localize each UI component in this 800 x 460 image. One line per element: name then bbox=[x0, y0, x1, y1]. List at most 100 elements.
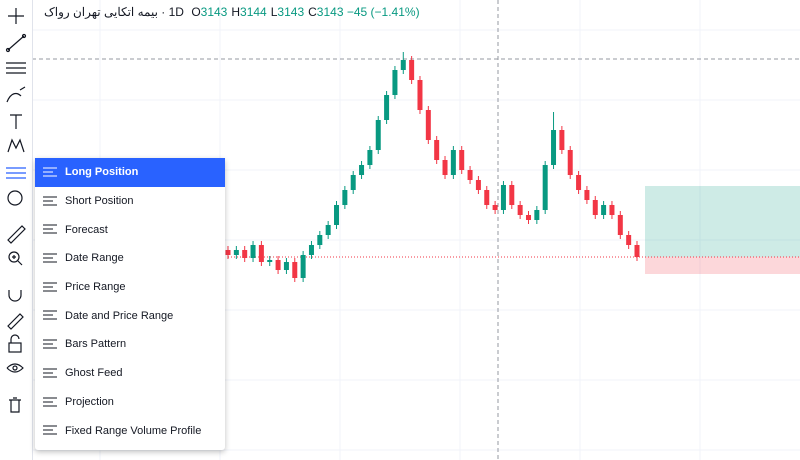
candle-body bbox=[308, 245, 314, 255]
menu-item[interactable]: Bars Pattern bbox=[35, 330, 225, 359]
icon-shape bbox=[43, 253, 57, 263]
change: −45 (−1.41%) bbox=[346, 5, 420, 19]
ohlc-label: L bbox=[270, 5, 278, 19]
candle-body bbox=[576, 175, 582, 190]
zoom-tool[interactable] bbox=[8, 251, 23, 266]
candle-body bbox=[350, 175, 356, 190]
candle-body bbox=[459, 150, 465, 170]
candle-body bbox=[484, 190, 490, 205]
candle-body bbox=[334, 205, 340, 225]
ohlc-value: 3143 bbox=[316, 5, 344, 19]
crosshair-tool[interactable] bbox=[8, 8, 24, 24]
ohlc-value: 3143 bbox=[200, 5, 228, 19]
magnet-tool[interactable] bbox=[8, 290, 22, 302]
tool-menu: Long Position Short Position Forecast Date … bbox=[35, 158, 225, 450]
candle-body bbox=[492, 205, 498, 210]
emoji-tool[interactable] bbox=[7, 190, 23, 206]
candle-body bbox=[392, 70, 398, 95]
candle-body bbox=[317, 235, 323, 245]
candle-body bbox=[551, 130, 557, 165]
fib-tool[interactable] bbox=[6, 62, 26, 74]
icon-shape bbox=[43, 282, 57, 292]
icon-shape bbox=[43, 196, 57, 206]
candle-body bbox=[609, 205, 615, 215]
candle-body bbox=[450, 150, 456, 175]
ohlc-label: H bbox=[231, 5, 241, 19]
icon-shape bbox=[43, 368, 57, 378]
candle-body bbox=[292, 262, 298, 278]
profit-zone[interactable] bbox=[645, 186, 800, 257]
interval[interactable]: 1D bbox=[168, 5, 184, 19]
icon-shape bbox=[43, 167, 57, 177]
candle-body bbox=[367, 150, 373, 165]
ruler-tool[interactable] bbox=[7, 225, 26, 244]
candle-body bbox=[626, 235, 632, 245]
icon-shape bbox=[43, 397, 57, 406]
loss-zone[interactable] bbox=[645, 257, 800, 274]
menu-item[interactable]: Date Range bbox=[35, 244, 225, 273]
icon-shape bbox=[43, 425, 57, 435]
candle-body bbox=[592, 200, 598, 215]
candle-body bbox=[267, 260, 273, 262]
candle-body bbox=[425, 110, 431, 140]
candle-body bbox=[509, 185, 515, 205]
menu-item[interactable]: Projection bbox=[35, 388, 225, 417]
ohlc: O3143 H3144 L3143 C3143 bbox=[187, 5, 343, 19]
trash-tool[interactable] bbox=[9, 397, 21, 413]
menu-icon bbox=[43, 425, 57, 435]
menu-icon bbox=[43, 196, 57, 206]
candle-body bbox=[634, 245, 640, 257]
toolbar-icons bbox=[5, 8, 27, 413]
menu-icon bbox=[43, 368, 57, 378]
trend-line-tool[interactable] bbox=[5, 33, 27, 53]
candle-body bbox=[534, 210, 540, 220]
symbol[interactable]: بیمه اتکایی تهران رواک bbox=[44, 5, 158, 19]
menu-item[interactable]: Long Position bbox=[35, 158, 225, 187]
candle-body bbox=[417, 80, 423, 110]
candle-body bbox=[283, 262, 289, 270]
legend: بیمه اتکایی تهران رواک · 1D O3143 H3144 L3… bbox=[44, 5, 420, 19]
menu-item[interactable]: Ghost Feed bbox=[35, 359, 225, 388]
candles bbox=[225, 52, 640, 282]
candle-body bbox=[409, 60, 415, 80]
candle-body bbox=[250, 245, 256, 258]
menu-item[interactable]: Price Range bbox=[35, 273, 225, 302]
candle-body bbox=[375, 120, 381, 150]
pattern-tool[interactable] bbox=[7, 138, 25, 153]
candle-body bbox=[275, 260, 281, 270]
candle-body bbox=[517, 205, 523, 215]
candle-body bbox=[601, 205, 607, 215]
menu-item[interactable]: Forecast bbox=[35, 215, 225, 244]
candle-body bbox=[442, 160, 448, 175]
menu-icon bbox=[43, 167, 57, 177]
menu-item[interactable]: Short Position bbox=[35, 187, 225, 216]
ohlc-value: 3144 bbox=[240, 5, 267, 19]
text-tool[interactable] bbox=[10, 114, 22, 129]
candle-body bbox=[242, 250, 248, 258]
candle-body bbox=[400, 60, 406, 70]
candle-body bbox=[567, 150, 573, 175]
lock-drawing-tool[interactable] bbox=[7, 313, 24, 330]
candle-body bbox=[233, 250, 239, 255]
candle-body bbox=[500, 185, 506, 210]
measure-tool[interactable] bbox=[6, 167, 26, 179]
ohlc-value: 3143 bbox=[277, 5, 305, 19]
candle-body bbox=[225, 250, 231, 255]
candle-body bbox=[525, 215, 531, 220]
lock-tool[interactable] bbox=[8, 334, 22, 353]
menu-item[interactable]: Fixed Range Volume Profile bbox=[35, 416, 225, 445]
candle-body bbox=[559, 130, 565, 150]
candle-body bbox=[467, 170, 473, 180]
ohlc-label: C bbox=[308, 5, 317, 19]
menu-icon bbox=[43, 253, 57, 263]
menu-item[interactable]: Date and Price Range bbox=[35, 301, 225, 330]
candle-body bbox=[584, 190, 590, 200]
candle-body bbox=[384, 95, 390, 120]
brush-tool[interactable] bbox=[6, 86, 26, 103]
icon-shape bbox=[43, 339, 57, 349]
candle-body bbox=[342, 190, 348, 205]
visibility-tool[interactable] bbox=[6, 363, 24, 373]
menu-icon bbox=[43, 339, 57, 349]
candle-body bbox=[258, 245, 264, 262]
